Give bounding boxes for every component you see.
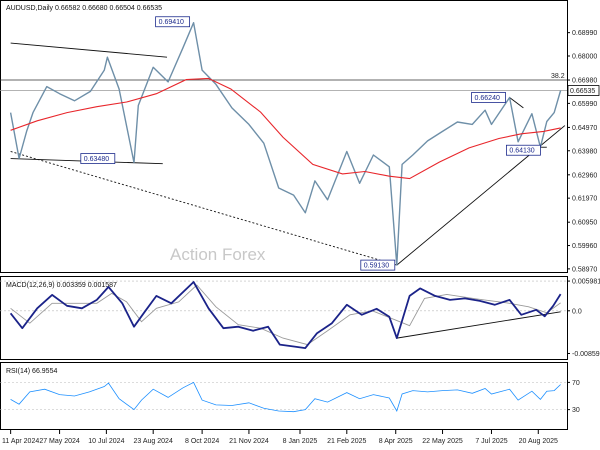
watermark: Action Forex [170, 245, 266, 264]
rsi-title: RSI(14) 66.9554 [6, 368, 57, 375]
price-trendline [10, 151, 397, 266]
x-tick-label: 7 Jul 2025 [475, 438, 507, 445]
x-tick-label: 8 Apr 2025 [379, 438, 413, 445]
price-tick-label: 0.68000 [572, 53, 597, 60]
annotation-box [155, 16, 191, 28]
macd-main-line [9, 281, 562, 350]
current-price-label: 0.66535 [570, 88, 595, 95]
price-tick-label: 0.60950 [572, 220, 597, 227]
price-tick-label: 0.66980 [572, 78, 597, 85]
annotation-box [471, 92, 506, 103]
annotation-label: 0.63480 [84, 156, 109, 163]
x-tick-label: 11 Apr 2024 [2, 438, 39, 445]
price-trendline [509, 97, 524, 109]
rsi-tick-label: 70 [572, 380, 580, 387]
price-tick-label: 0.61970 [572, 196, 597, 203]
moving-average-line [10, 77, 561, 180]
price-tick-label: 0.64970 [572, 125, 597, 132]
macd-signal-line [10, 284, 561, 346]
price-tick-label: 0.58970 [572, 266, 597, 273]
annotation-layer: 0.69410 0.63480 0.59130 0.66240 0.64130 [80, 16, 541, 271]
rsi-tick-label: 30 [572, 407, 580, 414]
price-tick-label: 0.59960 [572, 243, 597, 250]
x-tick-label: 21 Nov 2024 [229, 438, 269, 445]
x-tick-label: 21 Feb 2025 [327, 438, 366, 445]
fib-level-label: 38.2 [551, 73, 565, 80]
price-tick-label: 0.65990 [572, 101, 597, 108]
macd-panel-frame [0, 276, 568, 360]
grid-layer: 38.2 [0, 73, 567, 410]
macd-trendline [396, 311, 561, 339]
series-layer [9, 22, 562, 413]
x-tick-label: 23 Aug 2024 [134, 438, 173, 445]
rsi-line [10, 381, 561, 413]
macd-tick-label: 0.005981 [572, 279, 600, 286]
price-trendline [10, 42, 168, 58]
annotation-box [80, 153, 116, 164]
current-price-box [567, 85, 600, 96]
annotation-label: 0.69410 [159, 19, 184, 26]
chart-title: AUDUSD,Daily 0.66582 0.66680 0.66504 0.6… [6, 5, 162, 12]
price-tick-label: 0.68990 [572, 30, 597, 37]
x-tick-label: 20 Aug 2025 [519, 438, 558, 445]
x-tick-label: 8 Oct 2024 [185, 438, 219, 445]
annotation-box [506, 144, 541, 156]
trendline-layer [10, 42, 566, 339]
annotation-box [360, 259, 396, 271]
price-series-line [9, 22, 562, 266]
annotation-label: 0.66240 [475, 95, 500, 102]
x-tick-label: 22 May 2025 [422, 438, 463, 445]
x-tick-label: 27 May 2024 [39, 438, 80, 445]
macd-tick-label: 0.0 [572, 308, 582, 315]
rsi-panel-frame [0, 362, 568, 430]
macd-tick-label: -0.00859 [572, 351, 600, 358]
x-tick-label: 8 Jan 2025 [283, 438, 318, 445]
price-tick-label: 0.62960 [572, 172, 597, 179]
price-tick-label: 0.63980 [572, 148, 597, 155]
annotation-label: 0.59130 [364, 263, 389, 270]
annotation-label: 0.64130 [509, 148, 534, 155]
x-tick-label: 10 Jul 2024 [88, 438, 124, 445]
price-panel-frame [0, 0, 568, 273]
axis-layer: 0.68990 0.68000 0.66980 0.65990 0.64970 0.639… [2, 30, 600, 445]
macd-title: MACD(12,26,9) 0.003359 0.001587 [6, 282, 117, 289]
